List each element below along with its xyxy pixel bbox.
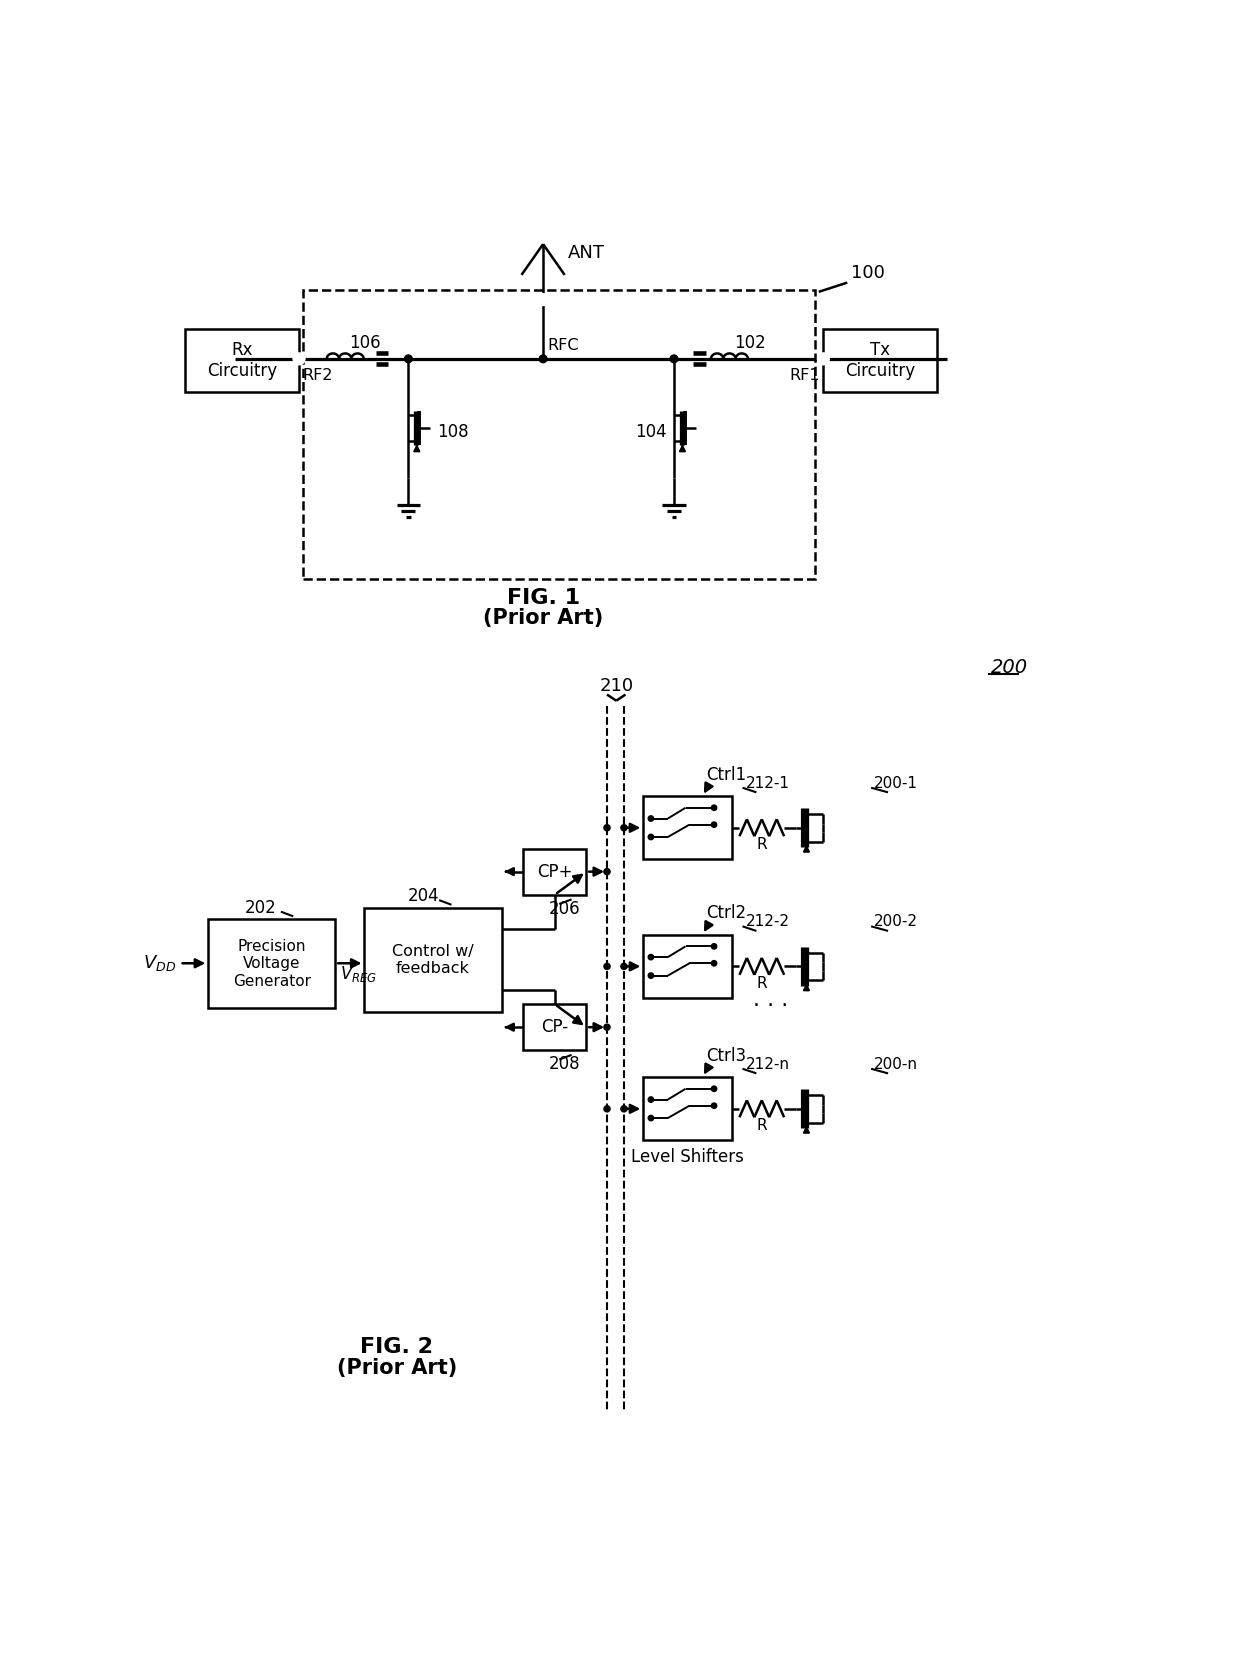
Text: RF2: RF2 [303, 369, 334, 384]
Bar [523, 849, 587, 894]
Text: 202: 202 [244, 899, 277, 917]
Text: 100: 100 [851, 264, 885, 281]
Circle shape [649, 834, 653, 839]
Text: 200-2: 200-2 [874, 914, 918, 929]
Bar [303, 291, 815, 578]
Text: RFC: RFC [548, 339, 579, 354]
Text: 200-1: 200-1 [874, 776, 918, 791]
Text: 108: 108 [438, 424, 469, 440]
Text: 212-n: 212-n [745, 1057, 790, 1072]
Circle shape [649, 1115, 653, 1120]
Text: $V_{DD}$: $V_{DD}$ [143, 954, 176, 974]
Text: (Prior Art): (Prior Art) [482, 608, 603, 628]
Text: Control w/
feedback: Control w/ feedback [392, 944, 474, 976]
Bar [208, 919, 335, 1007]
Circle shape [649, 816, 653, 821]
Text: R: R [756, 838, 768, 853]
Text: CP-: CP- [541, 1019, 568, 1035]
Text: 210: 210 [599, 676, 634, 695]
Circle shape [404, 356, 412, 362]
Text: Rx
Circuitry: Rx Circuitry [207, 341, 277, 381]
Circle shape [670, 356, 678, 362]
Circle shape [604, 964, 610, 969]
Bar [644, 1077, 732, 1140]
Text: 104: 104 [635, 424, 666, 440]
Circle shape [294, 354, 304, 364]
Text: 208: 208 [548, 1055, 580, 1074]
Circle shape [649, 954, 653, 961]
Circle shape [712, 823, 717, 828]
Text: (Prior Art): (Prior Art) [337, 1358, 456, 1378]
Circle shape [539, 356, 547, 362]
Text: 200-n: 200-n [874, 1057, 918, 1072]
Text: 212-1: 212-1 [745, 776, 790, 791]
Circle shape [649, 972, 653, 979]
Text: Level Shifters: Level Shifters [631, 1148, 744, 1167]
Circle shape [604, 1024, 610, 1030]
Circle shape [621, 1105, 627, 1112]
Text: CP+: CP+ [537, 863, 573, 881]
Circle shape [712, 944, 717, 949]
Bar [365, 907, 501, 1012]
Text: FIG. 1: FIG. 1 [506, 588, 579, 608]
Text: 106: 106 [350, 334, 381, 352]
Text: 102: 102 [734, 334, 766, 352]
Circle shape [712, 804, 717, 811]
Circle shape [712, 1104, 717, 1109]
Circle shape [538, 294, 548, 304]
Circle shape [818, 354, 828, 364]
Text: 200: 200 [991, 658, 1028, 676]
Text: R: R [756, 976, 768, 991]
Text: Tx
Circuitry: Tx Circuitry [846, 341, 915, 381]
Text: Ctrl1: Ctrl1 [707, 766, 746, 783]
Circle shape [712, 1085, 717, 1092]
Circle shape [621, 824, 627, 831]
Bar [644, 934, 732, 997]
Circle shape [604, 869, 610, 874]
Circle shape [712, 961, 717, 966]
Text: R: R [756, 1119, 768, 1133]
Text: 204: 204 [408, 888, 439, 906]
Text: Ctrl2: Ctrl2 [707, 904, 746, 922]
Bar [644, 796, 732, 859]
Circle shape [604, 824, 610, 831]
Circle shape [604, 1105, 610, 1112]
Circle shape [621, 964, 627, 969]
Circle shape [649, 1097, 653, 1102]
Text: $V_{REG}$: $V_{REG}$ [340, 964, 377, 984]
Bar [823, 329, 937, 392]
Text: · · ·: · · · [753, 996, 787, 1015]
Text: 212-2: 212-2 [745, 914, 790, 929]
Bar [185, 329, 299, 392]
Bar [523, 1004, 587, 1050]
Text: FIG. 2: FIG. 2 [361, 1336, 433, 1356]
Text: Precision
Voltage
Generator: Precision Voltage Generator [233, 939, 311, 989]
Text: 206: 206 [548, 899, 580, 917]
Text: Ctrl3: Ctrl3 [707, 1047, 746, 1065]
Text: RF1: RF1 [789, 369, 820, 384]
Text: ANT: ANT [568, 244, 605, 263]
